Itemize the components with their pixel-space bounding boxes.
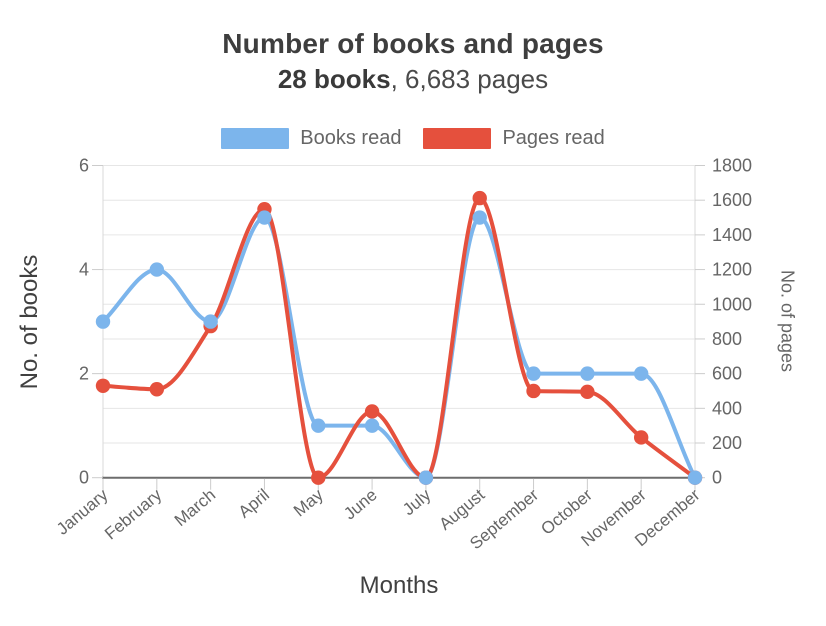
x-tick-label: June xyxy=(340,485,380,523)
books-read-legend-label: Books read xyxy=(300,127,402,149)
data-point-books[interactable] xyxy=(526,366,541,381)
data-point-books[interactable] xyxy=(580,366,595,381)
x-tick-label: July xyxy=(399,485,435,519)
chart-subtitle: 28 books, 6,683 pages xyxy=(0,64,826,95)
books-read-markers xyxy=(95,210,703,485)
pages-read-legend-label: Pages read xyxy=(502,127,605,149)
data-point-pages[interactable] xyxy=(472,190,487,206)
legend: Books read Pages read xyxy=(0,127,826,150)
y-right-tick-label: 1400 xyxy=(712,225,752,245)
x-tick-label: April xyxy=(235,485,273,521)
y-right-tick-label: 800 xyxy=(712,329,742,349)
legend-item-books-read[interactable]: Books read xyxy=(221,127,401,150)
legend-item-pages-read[interactable]: Pages read xyxy=(423,127,605,150)
data-point-books[interactable] xyxy=(633,366,649,381)
data-point-books[interactable] xyxy=(257,210,272,225)
data-point-books[interactable] xyxy=(149,262,165,277)
data-point-pages[interactable] xyxy=(633,430,649,445)
data-point-books[interactable] xyxy=(418,470,434,485)
x-tick-label: May xyxy=(290,485,327,521)
pages-read-line xyxy=(101,196,697,480)
y-right-tick-label: 1000 xyxy=(712,294,752,314)
y-right-tick-label: 0 xyxy=(712,468,722,488)
data-point-books[interactable] xyxy=(472,210,487,225)
data-point-books[interactable] xyxy=(95,314,111,329)
chart-title: Number of books and pages xyxy=(222,28,604,59)
gridlines xyxy=(103,165,695,444)
data-point-pages[interactable] xyxy=(580,384,595,400)
data-point-books[interactable] xyxy=(364,418,380,433)
y-right-tick-label: 1800 xyxy=(712,156,752,176)
data-point-books[interactable] xyxy=(311,418,326,433)
y-right-tick-label: 1200 xyxy=(712,260,752,280)
x-tick-label: February xyxy=(101,485,166,544)
y-left-tick-label: 2 xyxy=(79,364,89,384)
y-left-tick-label: 6 xyxy=(79,156,89,176)
y-right-ticks: 0 200 400 600 800 1000 1200 1400 1600 1800 xyxy=(695,156,752,488)
y-right-tick-label: 400 xyxy=(712,398,742,418)
data-point-pages[interactable] xyxy=(526,383,541,399)
data-point-pages[interactable] xyxy=(149,382,165,397)
data-point-books[interactable] xyxy=(687,470,703,485)
subtitle-books-total: 28 books xyxy=(277,64,391,94)
data-point-pages[interactable] xyxy=(95,378,111,393)
x-axis-title-months: Months xyxy=(359,572,439,599)
y-left-tick-label: 4 xyxy=(79,260,89,280)
subtitle-pages-total: , 6,683 pages xyxy=(390,64,549,94)
axes xyxy=(102,165,696,479)
books-read-line xyxy=(101,215,697,480)
y-right-tick-label: 1600 xyxy=(712,190,752,210)
y-axis-title-pages: No. of pages xyxy=(777,269,798,373)
books-read-swatch xyxy=(221,128,290,149)
y-left-tick-label: 0 xyxy=(79,468,89,488)
pages-read-swatch xyxy=(423,128,492,149)
data-point-pages[interactable] xyxy=(311,470,326,485)
data-point-books[interactable] xyxy=(203,314,218,329)
x-tick-label: March xyxy=(171,485,219,530)
y-right-tick-label: 600 xyxy=(712,364,742,384)
y-axis-title-books: No. of books xyxy=(16,254,43,390)
y-left-ticks: 0 2 4 6 xyxy=(79,156,103,488)
y-right-tick-label: 200 xyxy=(712,433,742,453)
data-point-pages[interactable] xyxy=(364,404,380,419)
